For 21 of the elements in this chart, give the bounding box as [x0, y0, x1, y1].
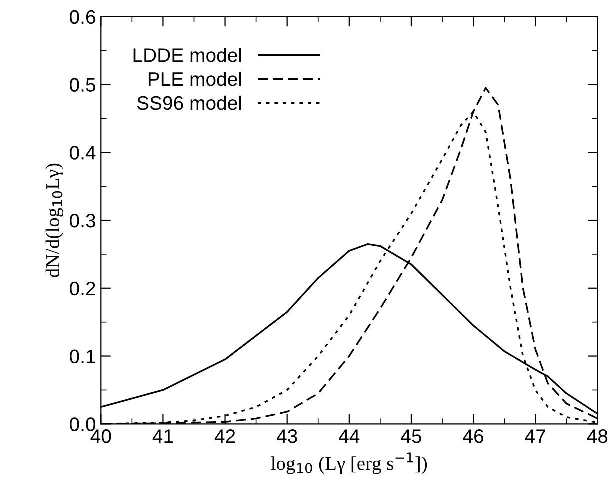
x-tick-label: 43	[276, 430, 298, 444]
x-tick-label: 40	[90, 430, 112, 444]
x-tick-label: 47	[525, 430, 546, 444]
y-tick-label: 0.5	[70, 78, 96, 92]
y-tick-label: 0.1	[70, 350, 96, 364]
x-tick-label: 42	[214, 430, 236, 444]
y-tick-label: 0.3	[70, 214, 96, 228]
x-tick-label: 44	[339, 430, 360, 444]
legend-label: PLE model	[148, 72, 242, 86]
x-tick-label: 46	[463, 430, 484, 444]
y-tick-label: 0.0	[70, 418, 96, 432]
y-tick-label: 0.6	[70, 10, 96, 24]
x-axis-title: log$_{10}$ (Lγ [erg s$^{−1}$])	[271, 452, 428, 474]
y-tick-label: 0.4	[70, 146, 96, 160]
legend-label: SS96 model	[137, 96, 242, 110]
x-tick-label: 48	[587, 430, 608, 444]
x-tick-label: 45	[401, 430, 422, 444]
legend-label: LDDE model	[134, 48, 242, 62]
y-axis-title: dN/d(log$_{10}$Lγ)	[46, 164, 64, 278]
x-tick-label: 41	[152, 430, 174, 444]
y-tick-label: 0.2	[70, 282, 96, 296]
